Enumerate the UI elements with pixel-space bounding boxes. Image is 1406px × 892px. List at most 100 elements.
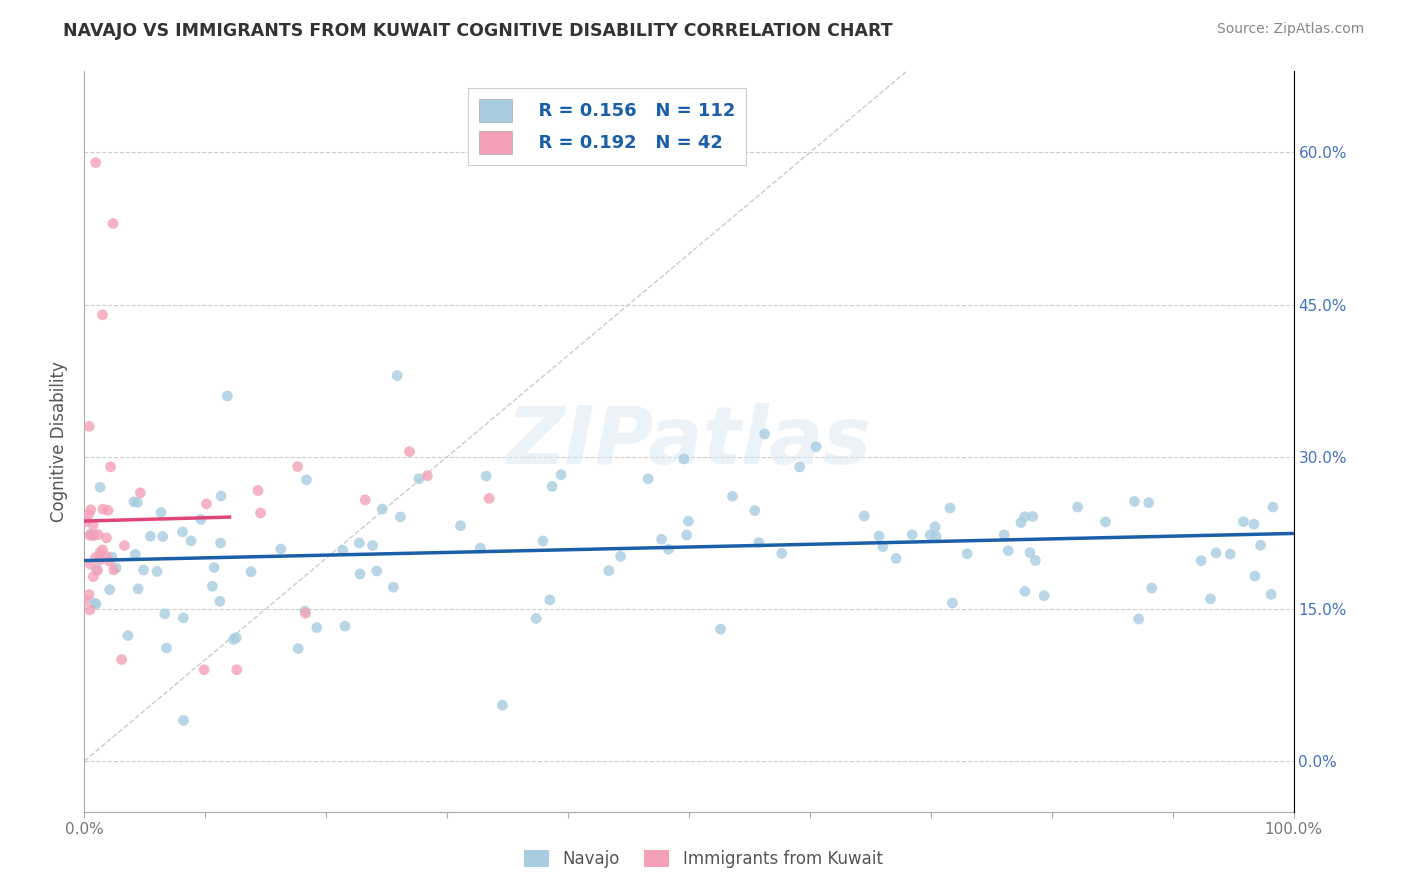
Point	[222, 632, 245, 647]
Point	[637, 472, 659, 486]
Point	[491, 698, 513, 713]
Point	[1123, 494, 1146, 508]
Point	[94, 549, 117, 563]
Point	[86, 563, 108, 577]
Point	[91, 308, 114, 322]
Point	[146, 565, 169, 579]
Point	[305, 621, 328, 635]
Point	[79, 528, 101, 542]
Point	[884, 551, 907, 566]
Point	[1024, 553, 1046, 567]
Point	[408, 472, 430, 486]
Point	[87, 527, 110, 541]
Point	[354, 492, 377, 507]
Point	[209, 536, 232, 550]
Point	[939, 501, 962, 516]
Point	[598, 564, 620, 578]
Point	[1137, 496, 1160, 510]
Point	[1033, 589, 1056, 603]
Point	[1189, 554, 1212, 568]
Point	[550, 467, 572, 482]
Point	[748, 535, 770, 549]
Point	[225, 663, 247, 677]
Point	[103, 563, 125, 577]
Point	[721, 489, 744, 503]
Point	[901, 527, 924, 541]
Point	[1140, 581, 1163, 595]
Point	[89, 546, 111, 560]
Point	[956, 547, 979, 561]
Point	[295, 473, 318, 487]
Point	[287, 641, 309, 656]
Point	[1019, 545, 1042, 559]
Point	[247, 483, 270, 498]
Point	[86, 562, 108, 576]
Point	[98, 554, 121, 568]
Point	[868, 529, 890, 543]
Point	[1022, 509, 1045, 524]
Point	[287, 459, 309, 474]
Point	[924, 520, 946, 534]
Point	[524, 611, 547, 625]
Point	[201, 579, 224, 593]
Point	[416, 468, 439, 483]
Text: ZIPatlas: ZIPatlas	[506, 402, 872, 481]
Point	[1010, 516, 1032, 530]
Point	[789, 459, 811, 474]
Point	[105, 561, 128, 575]
Point	[79, 558, 101, 572]
Point	[332, 543, 354, 558]
Point	[920, 528, 942, 542]
Point	[1260, 587, 1282, 601]
Point	[80, 527, 103, 541]
Point	[333, 619, 356, 633]
Point	[1066, 500, 1088, 514]
Point	[124, 548, 146, 562]
Point	[450, 518, 472, 533]
Point	[96, 531, 118, 545]
Point	[294, 606, 316, 620]
Point	[129, 486, 152, 500]
Point	[75, 515, 97, 529]
Point	[180, 533, 202, 548]
Point	[89, 552, 111, 566]
Point	[153, 607, 176, 621]
Point	[349, 567, 371, 582]
Point	[541, 479, 564, 493]
Point	[139, 529, 162, 543]
Point	[475, 469, 498, 483]
Point	[155, 641, 177, 656]
Point	[1250, 538, 1272, 552]
Point	[249, 506, 271, 520]
Point	[225, 631, 247, 645]
Point	[209, 489, 232, 503]
Point	[997, 543, 1019, 558]
Point	[1232, 515, 1254, 529]
Point	[150, 506, 173, 520]
Legend:   R = 0.156   N = 112,   R = 0.192   N = 42: R = 0.156 N = 112, R = 0.192 N = 42	[468, 87, 747, 165]
Point	[82, 518, 104, 533]
Point	[657, 542, 679, 557]
Point	[91, 542, 114, 557]
Point	[478, 491, 501, 506]
Point	[77, 588, 100, 602]
Text: Source: ZipAtlas.com: Source: ZipAtlas.com	[1216, 22, 1364, 37]
Point	[190, 512, 212, 526]
Point	[240, 565, 263, 579]
Point	[1094, 515, 1116, 529]
Point	[79, 603, 101, 617]
Point	[993, 528, 1015, 542]
Point	[709, 622, 731, 636]
Y-axis label: Cognitive Disability: Cognitive Disability	[51, 361, 69, 522]
Point	[941, 596, 963, 610]
Point	[371, 502, 394, 516]
Point	[208, 594, 231, 608]
Point	[98, 582, 121, 597]
Point	[172, 611, 194, 625]
Point	[294, 604, 316, 618]
Point	[77, 419, 100, 434]
Point	[101, 549, 124, 564]
Point	[101, 217, 124, 231]
Point	[1128, 612, 1150, 626]
Point	[531, 533, 554, 548]
